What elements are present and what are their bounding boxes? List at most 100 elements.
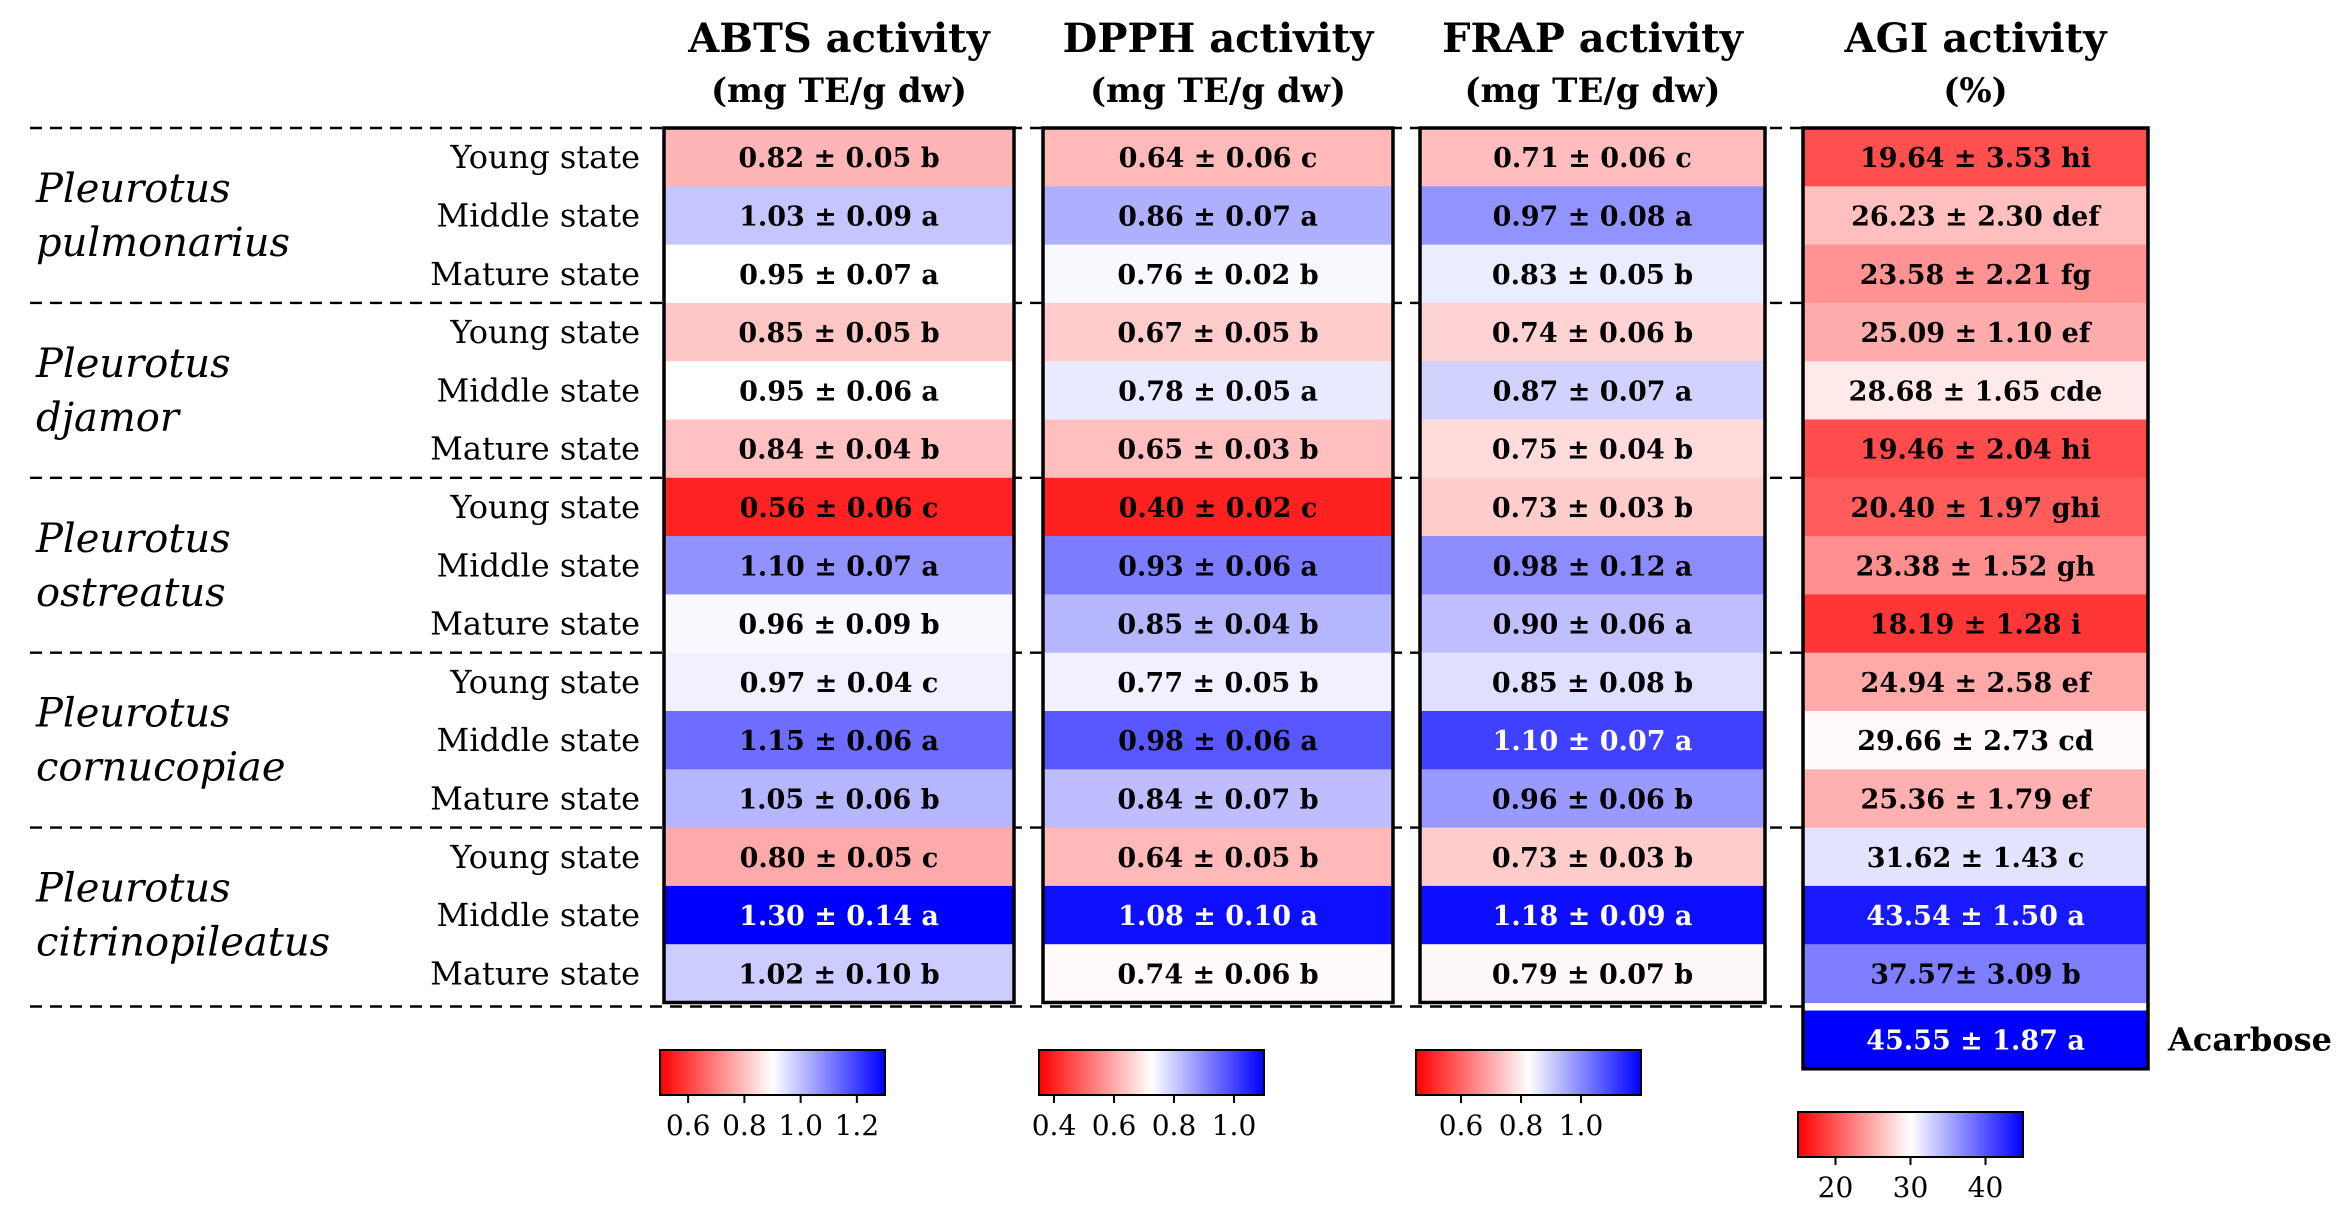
- state-label: Young state: [449, 313, 640, 351]
- heatmap-cell: [1420, 652, 1765, 712]
- cell-value-label: 1.03 ± 0.09 a: [739, 201, 939, 232]
- cell-value-label: 0.90 ± 0.06 a: [1493, 610, 1693, 641]
- column-title: FRAP activity: [1442, 15, 1745, 62]
- cell-value-label: 1.18 ± 0.09 a: [1493, 901, 1693, 932]
- heatmap-cell: [1420, 827, 1765, 887]
- heatmap-cell: [1803, 536, 2148, 595]
- cell-value-label: 0.78 ± 0.05 a: [1118, 376, 1318, 407]
- cell-value-label: 0.65 ± 0.03 b: [1117, 435, 1318, 466]
- heatmap-cell: [1803, 652, 2148, 712]
- acarbose-label: Acarbose: [2167, 1021, 2332, 1059]
- state-label: Young state: [449, 663, 640, 701]
- species-epithet-label: pulmonarius: [36, 220, 290, 266]
- color-scale-tick-label: 0.8: [722, 1109, 767, 1142]
- species-genus-label: Pleurotus: [35, 166, 231, 212]
- species-genus-label: Pleurotus: [35, 691, 231, 737]
- state-label: Middle state: [437, 546, 640, 584]
- state-label: Middle state: [437, 721, 640, 759]
- column-title: AGI activity: [1844, 15, 2109, 62]
- cell-value-label: 0.82 ± 0.05 b: [738, 143, 939, 174]
- state-label: Mature state: [430, 779, 640, 817]
- color-scale-tick-label: 1.0: [1559, 1109, 1604, 1142]
- cell-value-label: 0.83 ± 0.05 b: [1492, 260, 1693, 291]
- heatmap-cell: [664, 944, 1014, 1004]
- color-scale-tick-label: 0.8: [1499, 1109, 1544, 1142]
- species-genus-label: Pleurotus: [35, 516, 231, 562]
- heatmap-cell: [1803, 944, 2148, 1004]
- heatmap-cell: [1803, 827, 2148, 887]
- heatmap-cell: [664, 885, 1014, 945]
- species-epithet-label: cornucopiae: [36, 745, 286, 791]
- column-unit: (mg TE/g dw): [1090, 71, 1346, 111]
- cell-value-label: 0.97 ± 0.04 c: [740, 668, 939, 699]
- cell-value-label: 0.85 ± 0.08 b: [1492, 668, 1693, 699]
- color-scale-tick-label: 1.0: [1212, 1109, 1257, 1142]
- cell-value-label: 20.40 ± 1.97 ghi: [1851, 493, 2101, 524]
- heatmap-cell: [1043, 536, 1393, 595]
- species-epithet-label: djamor: [36, 395, 182, 441]
- cell-value-label: 26.23 ± 2.30 def: [1851, 201, 2102, 232]
- heatmap-cell: [1420, 536, 1765, 595]
- state-label: Young state: [449, 838, 640, 876]
- heatmap-cell: [1803, 885, 2148, 945]
- state-label: Young state: [449, 138, 640, 176]
- heatmap-cell: [1420, 302, 1765, 362]
- cell-value-label: 19.64 ± 3.53 hi: [1860, 143, 2091, 174]
- heatmap-cell: [1803, 128, 2148, 187]
- color-scale-tick-label: 0.6: [666, 1109, 711, 1142]
- heatmap-cell: [1043, 827, 1393, 887]
- heatmap-cell: [1803, 419, 2148, 479]
- heatmap-cell: [1420, 769, 1765, 829]
- cell-value-label: 37.57± 3.09 b: [1870, 959, 2081, 990]
- color-scale-tick-label: 20: [1818, 1171, 1854, 1204]
- heatmap-cell: [1420, 186, 1765, 246]
- cell-value-label: 0.84 ± 0.07 b: [1117, 784, 1318, 815]
- cell-value-label: 1.10 ± 0.07 a: [1493, 726, 1693, 757]
- heatmap-cell: [1420, 361, 1765, 421]
- cell-value-label: 0.64 ± 0.06 c: [1119, 143, 1318, 174]
- cell-value-label: 0.96 ± 0.09 b: [738, 610, 939, 641]
- heatmap-cell: [1803, 361, 2148, 421]
- column-unit: (mg TE/g dw): [711, 71, 967, 111]
- heatmap-cell: [1043, 944, 1393, 1004]
- heatmap-cell: [1803, 594, 2148, 654]
- heatmap-cell: [664, 244, 1014, 304]
- state-label: Middle state: [437, 371, 640, 409]
- color-scale-bar: [1415, 1049, 1642, 1096]
- cell-value-label: 18.19 ± 1.28 i: [1870, 610, 2081, 641]
- species-epithet-label: ostreatus: [36, 570, 226, 616]
- heatmap-cell: [1043, 419, 1393, 479]
- state-label: Mature state: [430, 605, 640, 643]
- cell-value-label: 0.85 ± 0.05 b: [738, 318, 939, 349]
- heatmap-cell: [1803, 769, 2148, 829]
- heatmap-cell: [1803, 244, 2148, 304]
- cell-value-label: 1.08 ± 0.10 a: [1118, 901, 1318, 932]
- heatmap-cell: [1043, 477, 1393, 537]
- cell-value-label: 0.67 ± 0.05 b: [1117, 318, 1318, 349]
- species-genus-label: Pleurotus: [35, 866, 231, 912]
- cell-value-label: 25.36 ± 1.79 ef: [1861, 784, 2093, 815]
- column-border: [1041, 126, 1395, 1005]
- heatmap-cell: [1043, 244, 1393, 304]
- column-border: [662, 126, 1016, 1005]
- cell-value-label: 0.79 ± 0.07 b: [1492, 959, 1693, 990]
- cell-value-label: 0.93 ± 0.06 a: [1118, 551, 1318, 582]
- color-scale-tick-label: 1.0: [778, 1109, 823, 1142]
- state-label: Middle state: [437, 196, 640, 234]
- heatmap-cell: [1043, 711, 1393, 770]
- heatmap-cell: [1803, 302, 2148, 362]
- heatmap-cell-acarbose: [1803, 1010, 2148, 1069]
- cell-value-label: 0.96 ± 0.06 b: [1492, 784, 1693, 815]
- color-scale-tick-label: 0.6: [1439, 1109, 1484, 1142]
- heatmap-cell: [664, 477, 1014, 537]
- cell-value-label: 45.55 ± 1.87 a: [1866, 1026, 2085, 1057]
- color-scale-tick-label: 0.8: [1152, 1109, 1197, 1142]
- heatmap-cell: [1420, 711, 1765, 770]
- cell-value-label: 0.84 ± 0.04 b: [738, 435, 939, 466]
- color-scale-tick-label: 0.6: [1092, 1109, 1137, 1142]
- color-scale-bar: [659, 1049, 886, 1096]
- heatmap-cell: [664, 302, 1014, 362]
- heatmap-cell: [664, 652, 1014, 712]
- column-border: [1418, 126, 1767, 1005]
